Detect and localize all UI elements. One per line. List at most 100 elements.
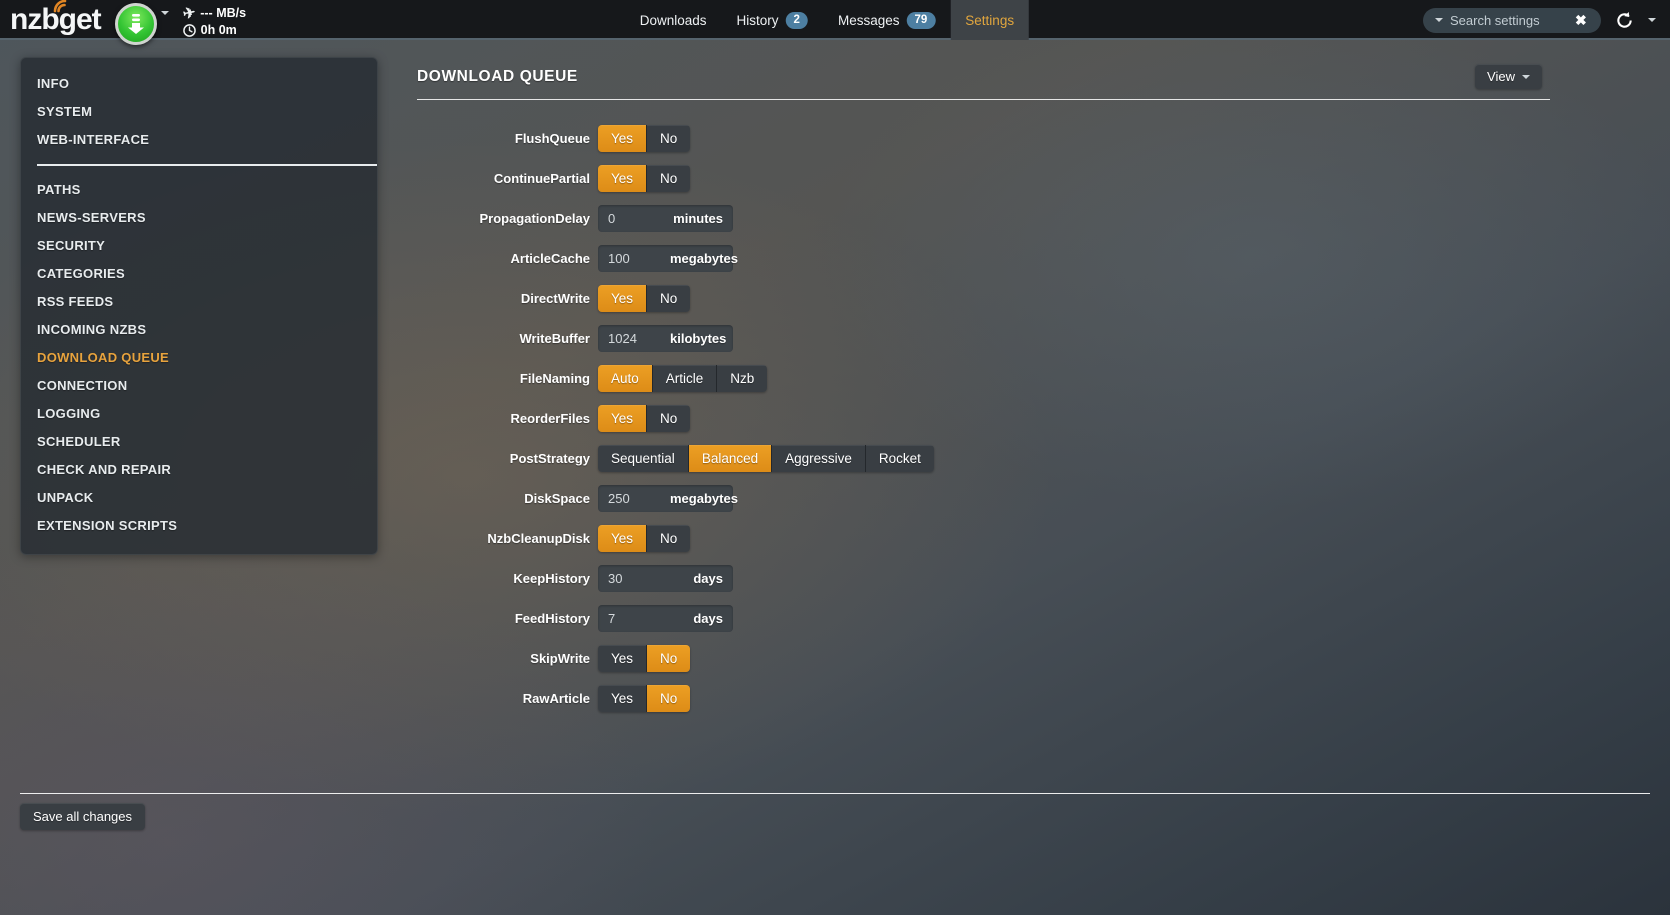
poststrategy-option-aggressive[interactable]: Aggressive: [772, 445, 866, 472]
sidebar-item-categories[interactable]: CATEGORIES: [37, 266, 125, 281]
sidebar-item-rss-feeds[interactable]: RSS FEEDS: [37, 294, 114, 309]
sidebar-item-download-queue[interactable]: DOWNLOAD QUEUE: [37, 350, 170, 365]
filenaming-toggle-group: Auto Article Nzb: [598, 365, 768, 392]
tab-messages[interactable]: Messages 79: [823, 0, 950, 40]
setting-row-flushqueue: FlushQueue Yes No: [417, 125, 1550, 152]
flushqueue-option-yes[interactable]: Yes: [598, 125, 648, 152]
setting-label-nzbcleanupdisk: NzbCleanupDisk: [487, 531, 590, 546]
sidebar-item-security[interactable]: SECURITY: [37, 238, 106, 253]
view-caret-icon: [1522, 74, 1530, 79]
setting-label-poststrategy: PostStrategy: [509, 451, 590, 466]
writebuffer-input[interactable]: [608, 331, 670, 346]
continuepartial-option-yes[interactable]: Yes: [598, 165, 648, 192]
setting-label-writebuffer: WriteBuffer: [519, 331, 590, 346]
directwrite-toggle-group: Yes No: [598, 285, 691, 312]
poststrategy-option-balanced[interactable]: Balanced: [688, 445, 773, 472]
nzbcleanupdisk-option-no[interactable]: No: [647, 525, 691, 552]
skipwrite-option-yes[interactable]: Yes: [598, 645, 648, 672]
search-clear-icon[interactable]: ✖: [1575, 12, 1587, 28]
sidebar-item-incoming-nzbs[interactable]: INCOMING NZBS: [37, 322, 147, 337]
setting-label-reorderfiles: ReorderFiles: [510, 411, 590, 426]
tab-downloads[interactable]: Downloads: [625, 0, 722, 40]
sidebar-item-system[interactable]: SYSTEM: [37, 104, 93, 119]
tab-label: Settings: [965, 12, 1015, 28]
setting-label-filenaming: FileNaming: [519, 371, 590, 386]
refresh-icon[interactable]: [1615, 11, 1634, 30]
sidebar-item-info[interactable]: INFO: [37, 76, 70, 91]
directwrite-option-yes[interactable]: Yes: [598, 285, 648, 312]
articlecache-input[interactable]: [608, 251, 670, 266]
sidebar-item-news-servers[interactable]: NEWS-SERVERS: [37, 210, 146, 225]
tab-badge: 79: [906, 11, 936, 29]
rawarticle-toggle-group: Yes No: [598, 685, 691, 712]
keephistory-unit-label: days: [693, 571, 723, 586]
feedhistory-input[interactable]: [608, 611, 670, 626]
sidebar-item-check-and-repair[interactable]: CHECK AND REPAIR: [37, 462, 172, 477]
settings-content: DOWNLOAD QUEUE View FlushQueue Yes No Conti…: [417, 57, 1550, 725]
filenaming-option-auto[interactable]: Auto: [598, 365, 653, 392]
articlecache-unit-label: megabytes: [670, 251, 738, 266]
setting-label-skipwrite: SkipWrite: [530, 651, 590, 666]
topbar-right: ✖: [1423, 0, 1656, 40]
poststrategy-option-rocket[interactable]: Rocket: [865, 445, 934, 472]
feedhistory-unit-label: days: [693, 611, 723, 626]
search-box[interactable]: ✖: [1423, 7, 1601, 33]
settings-form: FlushQueue Yes No ContinuePartial Yes No Propa…: [417, 125, 1550, 712]
setting-label-articlecache: ArticleCache: [510, 251, 590, 266]
tab-badge: 2: [785, 11, 808, 29]
propagationdelay-unit-label: minutes: [673, 211, 723, 226]
diskspace-input[interactable]: [608, 491, 670, 506]
setting-label-keephistory: KeepHistory: [513, 571, 590, 586]
status-stats: ✈ --- MB/s 0h 0m: [181, 2, 247, 39]
flushqueue-option-no[interactable]: No: [647, 125, 691, 152]
sidebar-item-web-interface[interactable]: WEB-INTERFACE: [37, 132, 150, 147]
setting-row-reorderfiles: ReorderFiles Yes No: [417, 405, 1550, 432]
nzbcleanupdisk-option-yes[interactable]: Yes: [598, 525, 648, 552]
setting-row-keephistory: KeepHistory days: [417, 565, 1550, 592]
setting-row-rawarticle: RawArticle Yes No: [417, 685, 1550, 712]
search-options-caret-icon[interactable]: [1435, 18, 1443, 22]
download-arrow-icon: [127, 14, 144, 34]
setting-row-articlecache: ArticleCache megabytes: [417, 245, 1550, 272]
reorderfiles-toggle-group: Yes No: [598, 405, 691, 432]
bottom-divider: [20, 793, 1650, 794]
poststrategy-option-sequential[interactable]: Sequential: [598, 445, 689, 472]
page-title: DOWNLOAD QUEUE: [417, 68, 578, 85]
directwrite-option-no[interactable]: No: [647, 285, 691, 312]
setting-row-continuepartial: ContinuePartial Yes No: [417, 165, 1550, 192]
continuepartial-option-no[interactable]: No: [647, 165, 691, 192]
view-button[interactable]: View: [1475, 64, 1542, 89]
rss-arc-icon: [53, 0, 67, 13]
reorderfiles-option-yes[interactable]: Yes: [598, 405, 648, 432]
save-all-changes-button[interactable]: Save all changes: [20, 803, 146, 830]
sidebar-item-paths[interactable]: PATHS: [37, 182, 81, 197]
sidebar-item-connection[interactable]: CONNECTION: [37, 378, 128, 393]
view-button-label: View: [1487, 69, 1515, 84]
topbar-menu-caret-icon[interactable]: [1648, 18, 1656, 22]
tab-history[interactable]: History 2: [722, 0, 823, 40]
tab-settings[interactable]: Settings: [950, 0, 1030, 40]
sidebar-item-unpack[interactable]: UNPACK: [37, 490, 94, 505]
skipwrite-option-no[interactable]: No: [647, 645, 691, 672]
time-value: 0h 0m: [200, 22, 237, 37]
reorderfiles-option-no[interactable]: No: [647, 405, 691, 432]
sidebar-item-extension-scripts[interactable]: EXTENSION SCRIPTS: [37, 518, 178, 533]
tab-label: Downloads: [639, 12, 707, 28]
filenaming-option-article[interactable]: Article: [652, 365, 718, 392]
setting-row-diskspace: DiskSpace megabytes: [417, 485, 1550, 512]
search-input[interactable]: [1450, 12, 1568, 28]
download-status-button[interactable]: [114, 3, 157, 45]
setting-label-propagationdelay: PropagationDelay: [479, 211, 590, 226]
settings-sidebar: INFO SYSTEM WEB-INTERFACE PATHS NEWS-SERVERS…: [20, 57, 378, 555]
download-menu-caret-icon[interactable]: [160, 11, 169, 15]
sidebar-item-logging[interactable]: LOGGING: [37, 406, 101, 421]
rawarticle-option-no[interactable]: No: [647, 685, 691, 712]
propagationdelay-input[interactable]: [608, 211, 670, 226]
speed-value: --- MB/s: [200, 5, 247, 20]
keephistory-input[interactable]: [608, 571, 670, 586]
filenaming-option-nzb[interactable]: Nzb: [717, 365, 768, 392]
poststrategy-toggle-group: Sequential Balanced Aggressive Rocket: [598, 445, 934, 472]
tab-label: Messages: [837, 12, 900, 28]
sidebar-item-scheduler[interactable]: SCHEDULER: [37, 434, 121, 449]
rawarticle-option-yes[interactable]: Yes: [598, 685, 648, 712]
